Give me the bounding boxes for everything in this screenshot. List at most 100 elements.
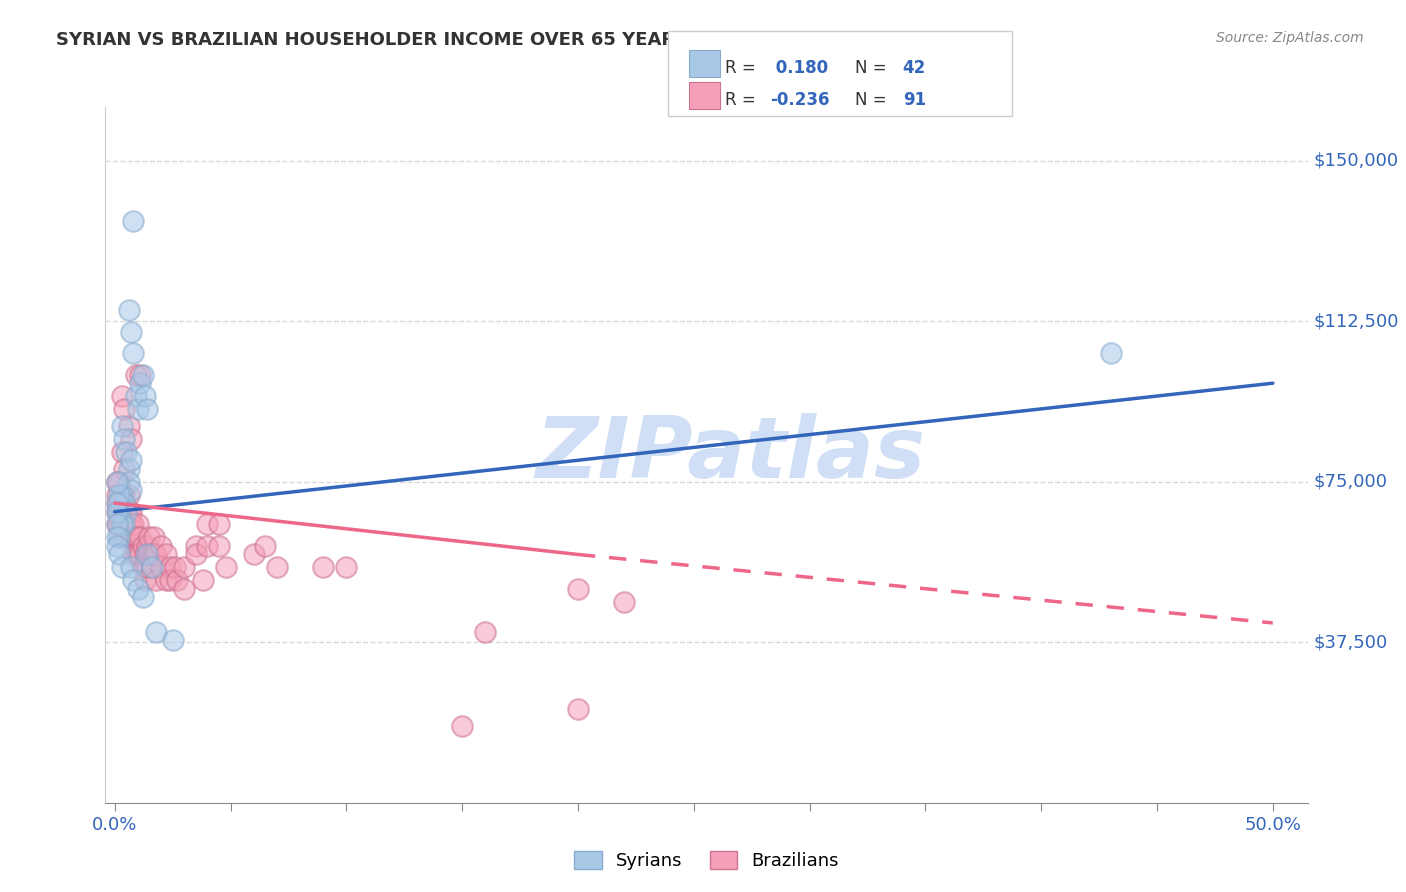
Point [131,368,153,382]
Point [105,517,128,532]
Point [138,548,160,562]
Point [105,530,128,544]
Point [141,560,163,574]
Point [159,560,181,574]
Point [105,475,128,489]
Point [115,444,138,458]
Point [136,560,159,574]
Point [105,496,128,510]
Point [111,487,134,501]
Point [108,517,131,532]
Text: N =: N = [855,91,886,109]
Point [131,591,153,605]
Point [115,505,138,519]
Point [112,462,135,476]
Point [141,560,163,574]
Point [105,539,128,553]
Point [108,505,131,519]
Text: Source: ZipAtlas.com: Source: ZipAtlas.com [1216,31,1364,45]
Point [111,389,134,403]
Point [117,517,139,532]
Point [120,453,142,467]
Point [120,432,142,446]
Point [120,505,142,519]
Point [117,303,139,318]
Point [112,496,135,510]
Text: R =: R = [725,91,756,109]
Point [131,539,153,553]
Point [112,432,135,446]
Point [115,505,138,519]
Point [122,548,145,562]
Point [120,325,142,339]
Text: R =: R = [725,59,756,77]
Point [127,401,149,416]
Point [173,560,195,574]
Point [208,517,231,532]
Point [122,213,145,227]
Text: SYRIAN VS BRAZILIAN HOUSEHOLDER INCOME OVER 65 YEARS CORRELATION CHART: SYRIAN VS BRAZILIAN HOUSEHOLDER INCOME O… [56,31,910,49]
Point [155,548,177,562]
Point [474,624,496,639]
Point [150,560,173,574]
Point [124,548,146,562]
Point [117,475,139,489]
Point [145,624,167,639]
Point [145,573,167,587]
Point [111,517,134,532]
Point [134,389,156,403]
Point [195,539,218,553]
Point [111,505,134,519]
Point [136,401,159,416]
Point [129,376,152,391]
Text: -0.236: -0.236 [770,91,830,109]
Point [112,505,135,519]
Point [134,573,156,587]
Point [105,487,128,501]
Point [141,548,163,562]
Point [112,496,135,510]
Point [242,548,264,562]
Point [138,530,160,544]
Point [117,487,139,501]
Point [108,475,131,489]
Point [129,548,152,562]
Point [145,548,167,562]
Point [108,496,131,510]
Point [335,560,357,574]
Text: ZIPatlas: ZIPatlas [536,413,925,497]
Point [105,475,128,489]
Point [112,517,135,532]
Point [127,548,149,562]
Point [120,517,142,532]
Text: N =: N = [855,59,886,77]
Text: 42: 42 [903,59,927,77]
Point [134,548,156,562]
Point [124,389,146,403]
Text: $112,500: $112,500 [1313,312,1399,330]
Point [105,505,128,519]
Text: 0.180: 0.180 [770,59,828,77]
Point [112,487,135,501]
Point [129,530,152,544]
Point [127,517,149,532]
Point [155,573,177,587]
Point [166,573,188,587]
Point [567,582,589,596]
Point [215,560,238,574]
Point [108,487,131,501]
Point [115,530,138,544]
Point [122,530,145,544]
Point [613,594,636,608]
Text: 91: 91 [903,91,925,109]
Point [150,539,173,553]
Point [136,539,159,553]
Point [117,462,139,476]
Point [195,517,218,532]
Point [163,560,186,574]
Point [111,487,134,501]
Point [120,530,142,544]
Point [120,483,142,498]
Point [117,419,139,434]
Legend: Syrians, Brazilians: Syrians, Brazilians [567,844,846,877]
